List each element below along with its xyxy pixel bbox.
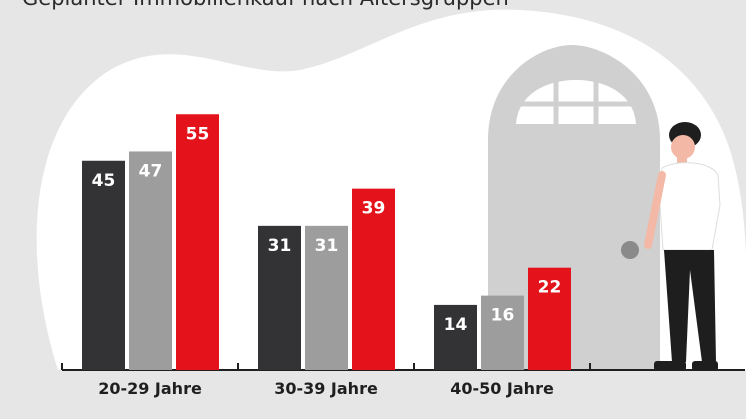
bar-2-1	[481, 295, 524, 370]
person-illustration	[644, 122, 721, 371]
bar-0-0	[82, 160, 125, 370]
data-label-1-1: 31	[315, 236, 339, 256]
data-label-0-0: 45	[92, 171, 116, 191]
bar-1-2	[352, 188, 395, 370]
data-label-0-1: 47	[139, 161, 163, 181]
bar-1-0	[258, 225, 301, 370]
category-label-1: 30-39 Jahre	[274, 379, 378, 398]
category-label-0: 20-29 Jahre	[98, 379, 202, 398]
bar-1-1	[305, 225, 348, 370]
bar-0-1	[129, 151, 172, 370]
data-label-2-1: 16	[491, 306, 515, 326]
category-label-2: 40-50 Jahre	[450, 379, 554, 398]
bar-0-2	[176, 114, 219, 370]
data-label-0-2: 55	[186, 124, 210, 144]
data-label-2-0: 14	[444, 315, 468, 335]
bar-2-0	[434, 304, 477, 370]
data-label-1-2: 39	[362, 199, 386, 219]
chart-title: Geplanter Immobilienkauf nach Altersgrup…	[22, 0, 509, 10]
data-label-1-0: 31	[268, 236, 292, 256]
bar-2-2	[528, 267, 571, 370]
data-label-2-2: 22	[538, 278, 562, 298]
